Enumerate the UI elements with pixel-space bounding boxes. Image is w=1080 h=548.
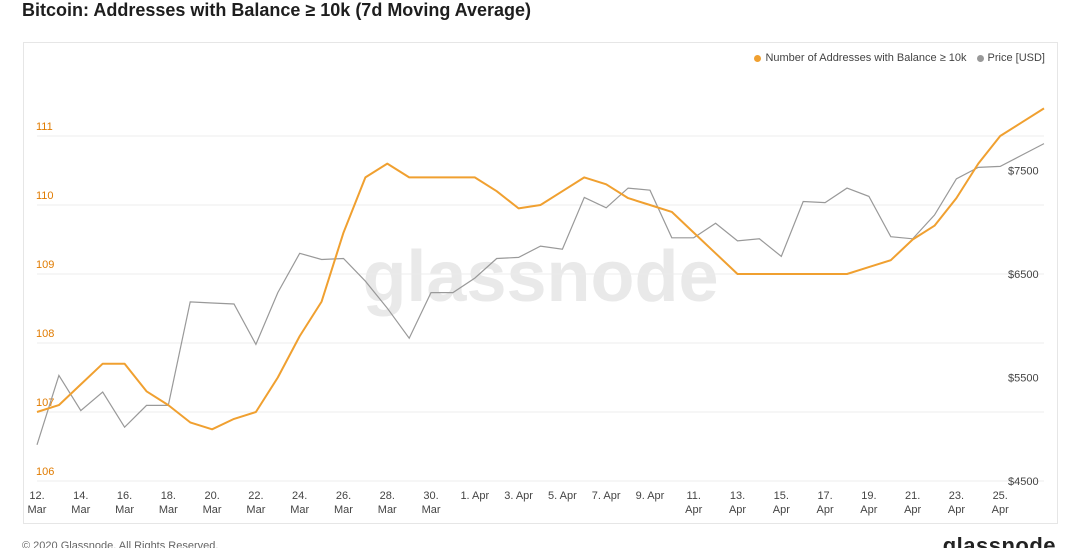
x-tick-label: 20. [204, 490, 219, 502]
x-tick-label: 18. [161, 490, 176, 502]
x-tick-label: 14. [73, 490, 88, 502]
y-right-tick-label: $6500 [1008, 269, 1039, 281]
x-tick-label: Mar [378, 504, 397, 516]
x-tick-label: 23. [949, 490, 964, 502]
x-tick-label: 15. [774, 490, 789, 502]
legend-item-addresses[interactable]: Number of Addresses with Balance ≥ 10k [754, 52, 967, 64]
x-tick-label: 22. [248, 490, 263, 502]
chart-title: Bitcoin: Addresses with Balance ≥ 10k (7… [22, 0, 532, 20]
legend-dot-price [976, 54, 984, 62]
legend-label-addresses: Number of Addresses with Balance ≥ 10k [765, 52, 967, 64]
x-tick-label: Apr [948, 504, 965, 516]
legend: Number of Addresses with Balance ≥ 10k P… [754, 52, 1045, 64]
x-tick-label: 5. Apr [548, 490, 577, 502]
chart-panel: glassnode 106 107 108 109 110 111 $4500 $5500 $65… [23, 42, 1058, 524]
chart-svg: glassnode106107108109110111$4500$5500$65… [28, 107, 1045, 516]
x-tick-label: 1. Apr [460, 490, 489, 502]
x-tick-label: 12. [29, 490, 44, 502]
x-tick-label: Apr [992, 504, 1009, 516]
y-left-tick-label: 111 [36, 121, 53, 133]
series-line-price [36, 143, 1045, 445]
legend-item-price[interactable]: Price [USD] [976, 52, 1045, 64]
series-line-addresses [36, 107, 1045, 431]
x-tick-label: Mar [422, 504, 441, 516]
y-left-tick-label: 109 [36, 259, 54, 271]
x-tick-label: Mar [28, 504, 47, 516]
x-tick-label: Mar [71, 504, 90, 516]
x-tick-label: Mar [159, 504, 178, 516]
y-left-tick-label: 106 [36, 466, 54, 478]
x-tick-label: 25. [993, 490, 1008, 502]
watermark-text: glassnode [362, 237, 718, 317]
copyright-text: © 2020 Glassnode. All Rights Reserved. [22, 540, 219, 548]
x-tick-label: 7. Apr [592, 490, 621, 502]
y-right-tick-label: $7500 [1008, 166, 1039, 178]
legend-dot-addresses [754, 54, 762, 62]
x-tick-label: Apr [817, 504, 834, 516]
x-tick-label: 26. [336, 490, 351, 502]
legend-label-price: Price [USD] [987, 52, 1045, 64]
x-tick-label: Mar [290, 504, 309, 516]
x-tick-label: 11. [686, 490, 700, 502]
x-tick-label: Apr [685, 504, 702, 516]
x-tick-label: Mar [246, 504, 265, 516]
x-tick-label: 19. [861, 490, 876, 502]
x-tick-label: 3. Apr [504, 490, 533, 502]
x-tick-label: 30. [423, 490, 438, 502]
x-tick-label: Mar [334, 504, 353, 516]
x-tick-label: Mar [115, 504, 134, 516]
x-tick-label: Apr [773, 504, 790, 516]
glassnode-logo: glassnode [942, 533, 1056, 548]
x-tick-label: 28. [380, 490, 395, 502]
y-right-tick-label: $4500 [1008, 476, 1039, 488]
x-tick-label: 17. [817, 490, 832, 502]
x-tick-label: Mar [203, 504, 222, 516]
x-tick-label: 13. [730, 490, 745, 502]
x-tick-label: Apr [860, 504, 877, 516]
x-tick-label: 9. Apr [636, 490, 665, 502]
y-left-tick-label: 108 [36, 328, 54, 340]
x-tick-label: 24. [292, 490, 307, 502]
x-tick-label: 21. [905, 490, 920, 502]
y-right-tick-label: $5500 [1008, 373, 1039, 385]
x-tick-label: Apr [729, 504, 746, 516]
y-left-tick-label: 110 [36, 190, 54, 202]
x-tick-label: 16. [117, 490, 132, 502]
x-tick-label: Apr [904, 504, 921, 516]
